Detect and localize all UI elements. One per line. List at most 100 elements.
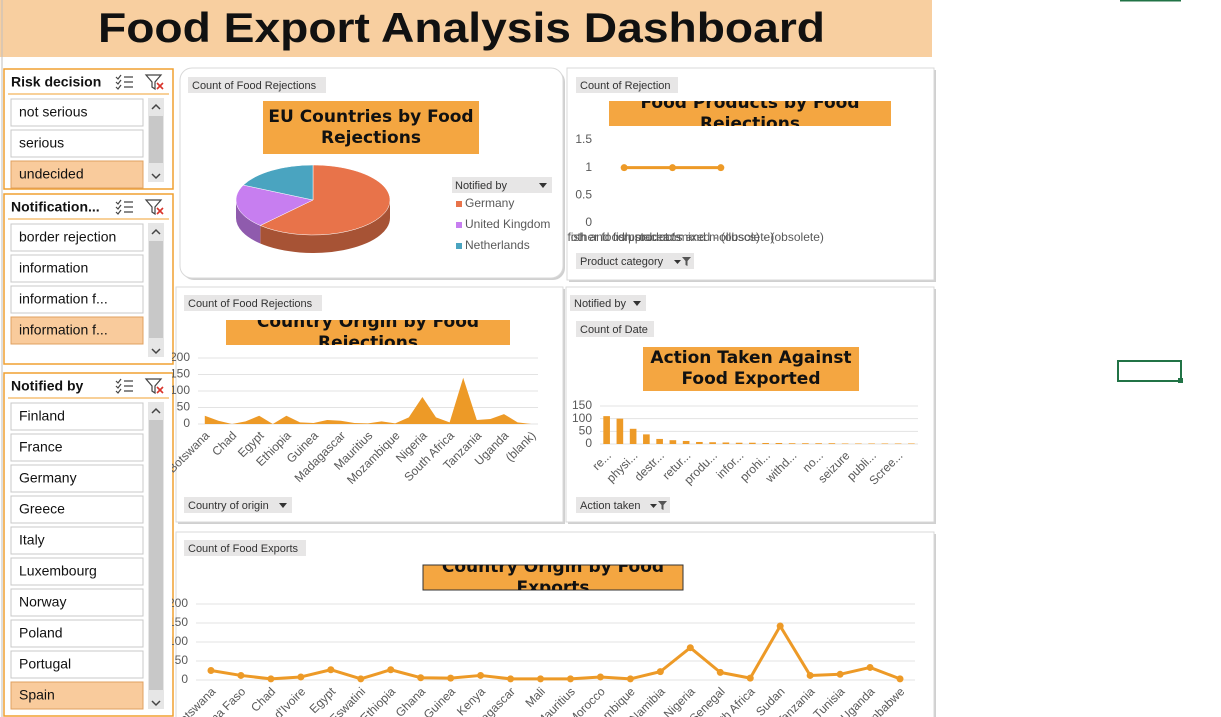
pie-slice — [259, 164, 391, 236]
chart-title-box: EU Countries by Food Rejections — [268, 107, 473, 148]
dashboard-title: Food Export Analysis Dashboard — [98, 4, 825, 51]
bar — [828, 443, 836, 444]
point — [537, 675, 545, 683]
field-button[interactable]: Notified by — [570, 295, 646, 311]
clear-filter-icon[interactable] — [144, 378, 164, 395]
field-button-label: Count of Date — [580, 324, 648, 336]
legend-title: Notified by — [455, 180, 507, 192]
scroll-down[interactable] — [151, 700, 161, 707]
point — [447, 674, 455, 682]
slicer-item-label: Italy — [19, 532, 45, 548]
slicer-item[interactable] — [10, 526, 144, 555]
y-tick-label: 150 — [170, 367, 190, 381]
field-button[interactable]: Country of origin — [184, 497, 292, 513]
slicer-item[interactable] — [10, 285, 144, 314]
slicer-item[interactable] — [10, 254, 144, 283]
field-button-label: Country of origin — [188, 500, 269, 512]
slicer-item[interactable] — [10, 495, 144, 524]
chart-title: Country Origin by Food Exports — [441, 565, 665, 590]
slicer-item[interactable] — [10, 402, 144, 431]
field-button[interactable]: Action taken — [576, 497, 670, 513]
selected-cell[interactable] — [1117, 360, 1182, 382]
icon-part — [156, 386, 164, 394]
icon-part — [156, 207, 164, 215]
scroll-thumb[interactable] — [149, 420, 163, 690]
y-tick-label: 100 — [168, 634, 188, 648]
scroll-thumb[interactable] — [149, 241, 163, 338]
slicer-item[interactable] — [10, 464, 144, 493]
filter-icon — [658, 501, 667, 510]
dropdown-icon — [674, 260, 681, 264]
bar — [855, 443, 862, 444]
slicer-item[interactable] — [10, 98, 144, 127]
slicer-item[interactable] — [10, 557, 144, 586]
scroll-up[interactable] — [151, 228, 161, 235]
point — [806, 671, 814, 679]
bar — [629, 428, 637, 444]
multi-select-icon[interactable] — [115, 199, 133, 215]
scroll-thumb[interactable] — [149, 116, 163, 163]
slicer-item[interactable] — [10, 619, 144, 648]
scroll-down[interactable] — [151, 348, 161, 355]
slicer-item-label: information f... — [19, 322, 108, 338]
slicer-item[interactable] — [10, 316, 144, 345]
slicer-item-label: information — [19, 260, 88, 276]
bar — [616, 418, 624, 444]
field-button-bg — [188, 77, 326, 93]
bar — [815, 443, 822, 444]
slicer-item[interactable] — [10, 650, 144, 679]
slicer: Notification... border rejection informati… — [3, 193, 174, 365]
point — [596, 673, 604, 681]
icon-part — [144, 378, 163, 395]
slicer-item-label: Germany — [19, 470, 77, 486]
chart: Country Origin by Food Rejections Count o… — [170, 286, 565, 524]
chart: Food Products by Food Rejections Count of… — [566, 67, 936, 282]
fill-handle[interactable] — [1178, 378, 1183, 383]
slicer-item[interactable] — [10, 681, 144, 710]
y-tick-label: 1 — [585, 160, 592, 174]
scroll-up[interactable] — [151, 407, 161, 414]
point — [237, 671, 245, 679]
field-button[interactable]: Product category — [576, 253, 694, 269]
icon-part — [115, 204, 133, 210]
slicer-item-label: Greece — [19, 501, 65, 517]
legend-header[interactable]: Notified by — [452, 177, 552, 193]
slicer-item[interactable] — [10, 588, 144, 617]
chart-title-box: Food Products by Food Rejections — [640, 101, 859, 126]
dropdown-icon — [279, 503, 287, 508]
field-button-label: Notified by — [574, 298, 626, 310]
field-button-bg — [184, 540, 306, 556]
legend-swatch — [456, 243, 462, 249]
icon-part — [115, 209, 133, 215]
y-tick-label: 0 — [585, 436, 592, 450]
field-button[interactable]: Count of Food Rejections — [188, 77, 326, 93]
icon-part — [115, 383, 133, 389]
clear-filter-icon[interactable] — [144, 74, 164, 91]
slicer-item[interactable] — [10, 223, 144, 252]
scroll-up[interactable] — [151, 103, 161, 110]
dropdown-icon — [633, 301, 641, 306]
bar — [735, 442, 743, 444]
bar — [709, 442, 716, 444]
point — [716, 668, 724, 676]
multi-select-icon[interactable] — [115, 74, 133, 90]
field-button[interactable]: Count of Food Exports — [184, 540, 306, 556]
point — [267, 675, 275, 683]
field-button[interactable]: Count of Rejection — [576, 77, 678, 93]
slicer-item[interactable] — [10, 160, 144, 189]
multi-select-icon[interactable] — [115, 378, 133, 394]
slicer-item[interactable] — [10, 433, 144, 462]
chart-title-box: Country Origin by Food Exports — [441, 565, 665, 590]
field-button[interactable]: Count of Food Rejections — [184, 295, 322, 311]
field-button[interactable]: Count of Date — [576, 321, 654, 337]
field-button-label: Count of Rejection — [580, 80, 671, 92]
slicer-item[interactable] — [10, 129, 144, 158]
bar — [894, 443, 902, 444]
clear-filter-icon[interactable] — [144, 199, 164, 216]
chart-panel — [175, 531, 935, 717]
chart: EU Countries by Food Rejections Count of … — [179, 67, 565, 280]
icon-part — [115, 199, 133, 205]
field-button-bg — [184, 497, 292, 513]
scroll-down[interactable] — [151, 173, 161, 180]
chart-title-box: Action Taken Against Food Exported — [650, 348, 851, 389]
